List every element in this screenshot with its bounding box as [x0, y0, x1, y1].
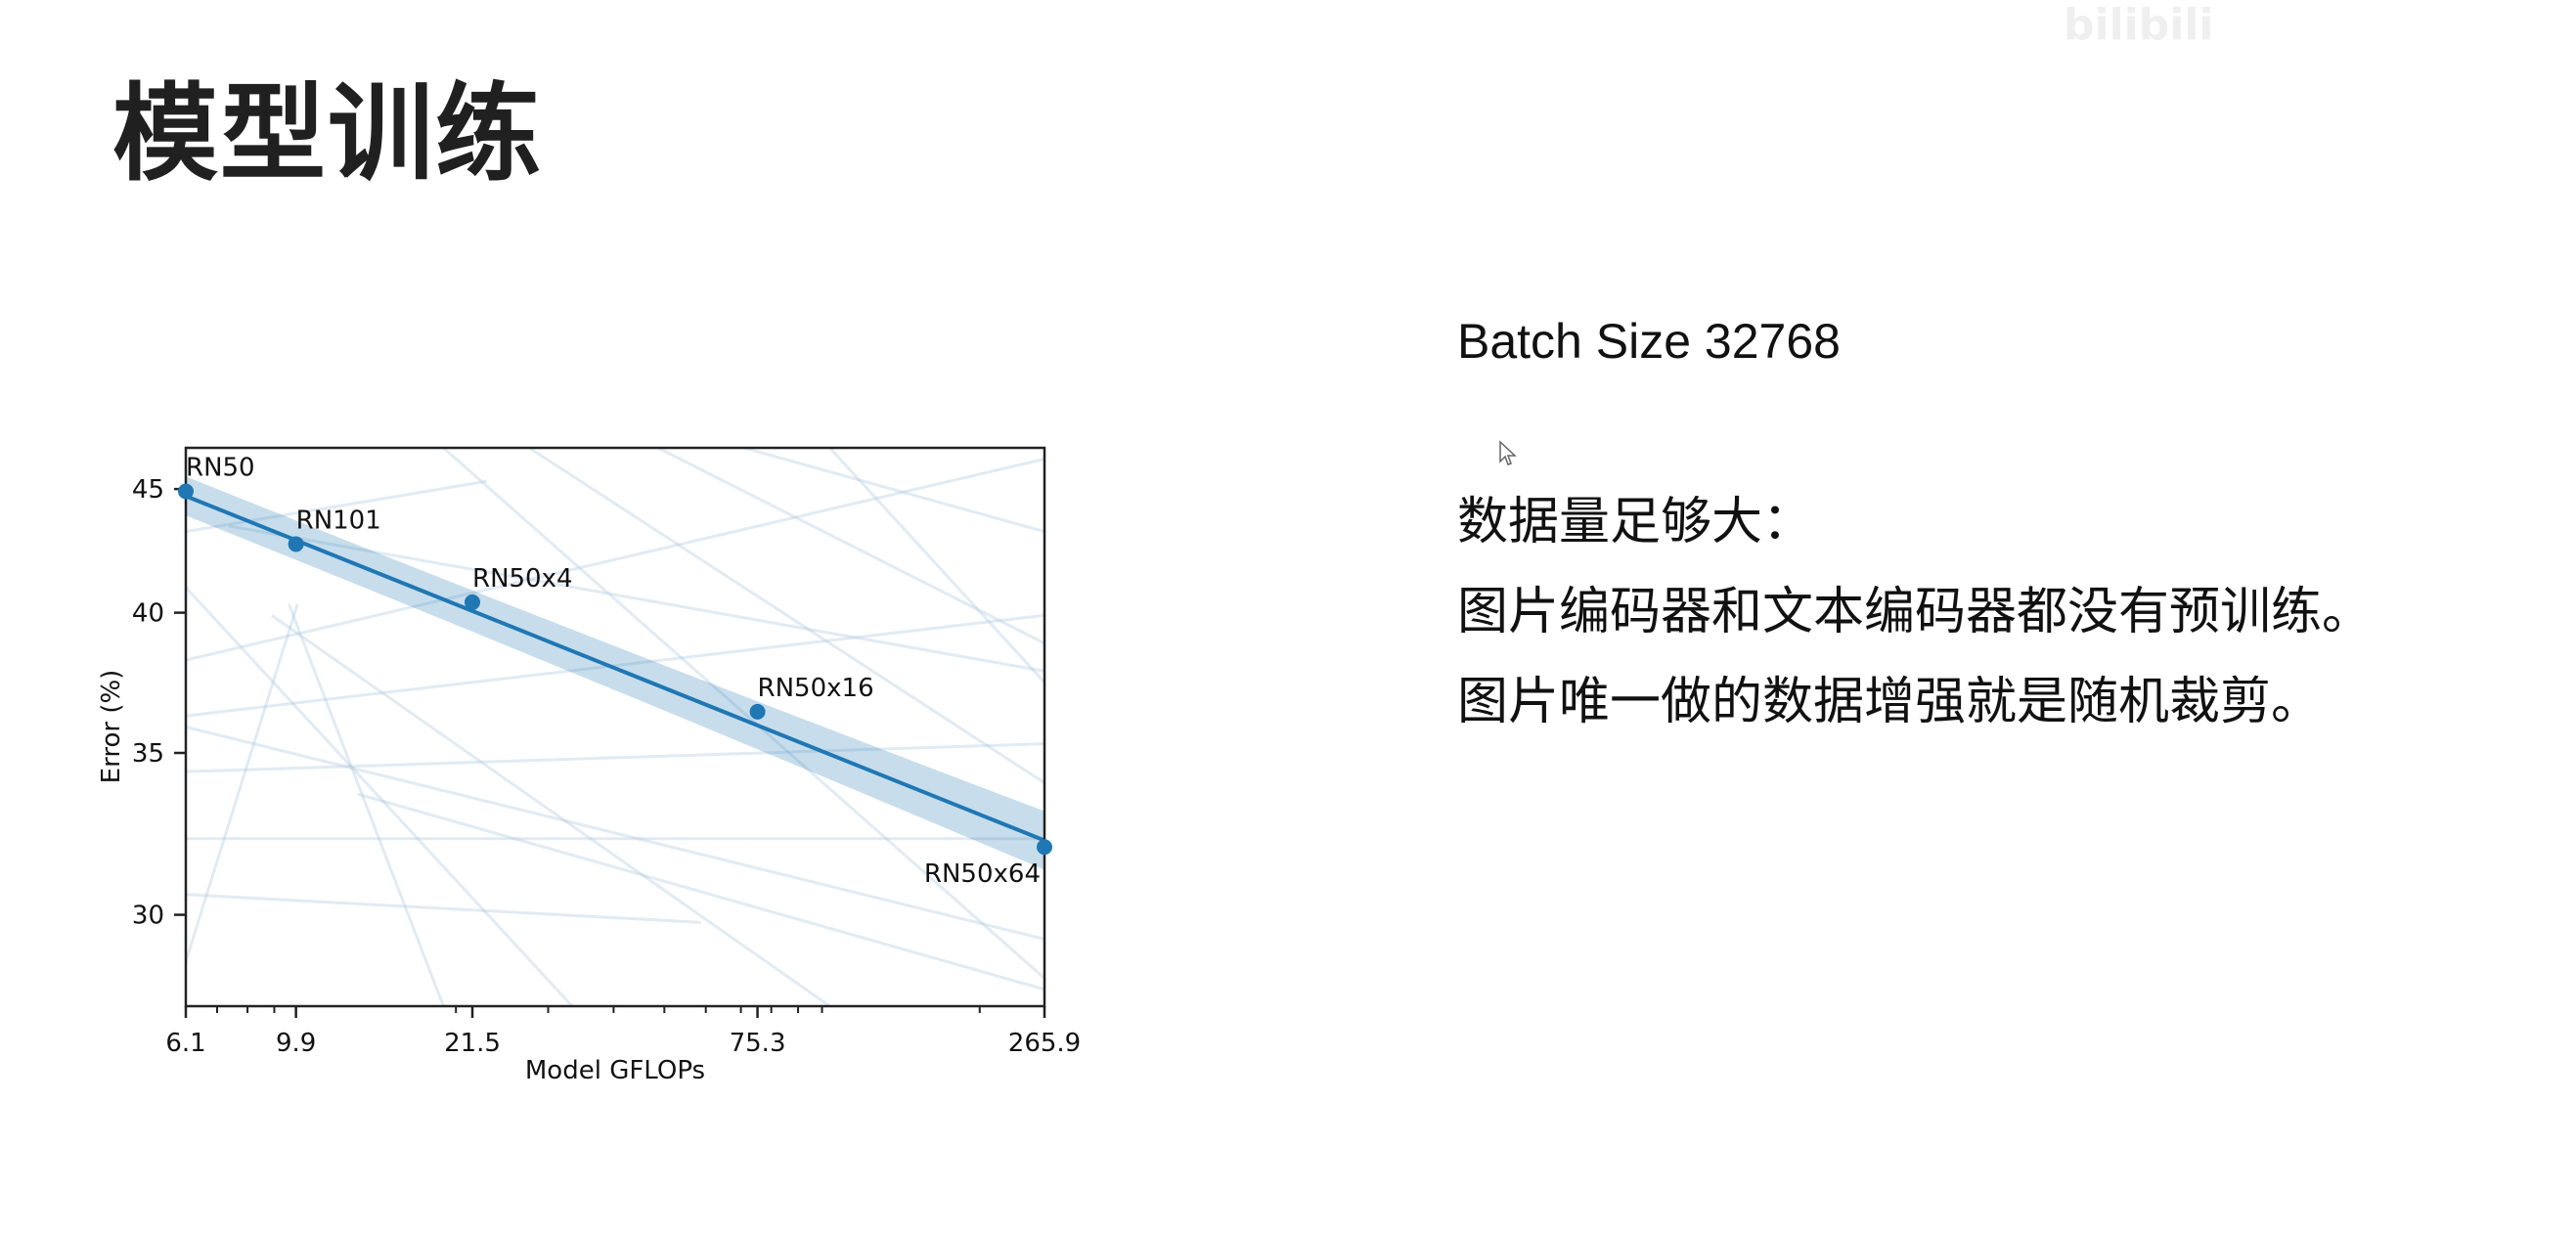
background-line	[186, 613, 1044, 718]
x-axis-label: Model GFLOPs	[525, 1056, 705, 1085]
background-line	[186, 726, 1044, 941]
confidence-band-area	[186, 476, 1044, 870]
x-tick-label: 75.3	[730, 1029, 786, 1058]
data-label-rn50x64: RN50x64	[924, 859, 1041, 889]
y-tick-label: 30	[132, 902, 164, 931]
data-point-rn50x16	[749, 703, 766, 720]
data-label-rn101: RN101	[296, 506, 381, 535]
background-line	[828, 448, 1044, 683]
x-tick-label: 265.9	[1008, 1029, 1081, 1058]
background-line	[270, 614, 831, 1006]
x-tick-label: 9.9	[276, 1029, 316, 1058]
data-point-layer: RN50 RN101 RN50x4 RN50x16 RN50x64	[178, 454, 1052, 889]
batch-size-line: Batch Size 32768	[1457, 314, 1841, 369]
background-line	[357, 792, 1044, 992]
note-line-2: 图片编码器和文本编码器都没有预训练。	[1457, 583, 2374, 641]
confidence-band	[186, 476, 1044, 870]
data-point-rn50x64	[1037, 839, 1052, 856]
slide-title: 模型训练	[112, 73, 544, 196]
background-line	[228, 524, 1044, 673]
y-tick-label: 45	[132, 475, 164, 505]
background-line	[287, 603, 445, 1006]
x-tick-label: 6.1	[165, 1029, 205, 1058]
background-line	[186, 603, 299, 962]
y-tick-label: 35	[132, 739, 164, 769]
data-label-rn50: RN50	[186, 454, 255, 483]
data-point-rn50	[178, 483, 194, 500]
background-trend-lines	[186, 448, 1044, 1006]
notes-block: 数据量足够大： 图片编码器和文本编码器都没有预训练。 图片唯一做的数据增强就是随…	[1457, 494, 2373, 764]
plot-frame	[184, 446, 1046, 1008]
trend-line	[186, 494, 1044, 843]
y-tick-label: 40	[132, 599, 164, 629]
background-line	[528, 448, 1044, 784]
background-line	[186, 893, 701, 924]
background-line	[186, 742, 1044, 773]
background-line	[186, 479, 487, 534]
right-panel: Batch Size 32768	[1457, 313, 2533, 370]
data-label-rn50x4: RN50x4	[472, 564, 573, 594]
watermark-logo: bilibili	[2064, 0, 2214, 50]
background-line	[186, 586, 574, 1006]
data-point-rn101	[288, 536, 304, 552]
background-line	[442, 448, 1044, 980]
background-line	[186, 457, 1044, 662]
y-axis-label: Error (%)	[97, 670, 126, 784]
note-line-3: 图片唯一做的数据增强就是随机裁剪。	[1457, 673, 2323, 731]
mouse-cursor-icon	[1499, 440, 1517, 465]
background-line	[657, 448, 1044, 645]
axis-layer: 6.1 9.9 21.5 75.3 265.9 30 35 40 45	[132, 475, 1081, 1058]
note-line-1: 数据量足够大：	[1457, 493, 1814, 551]
data-label-rn50x16: RN50x16	[758, 674, 874, 703]
x-tick-label: 21.5	[444, 1029, 501, 1058]
background-line	[743, 448, 1044, 534]
data-point-rn50x4	[465, 594, 481, 610]
trend-line-layer	[186, 494, 1044, 843]
